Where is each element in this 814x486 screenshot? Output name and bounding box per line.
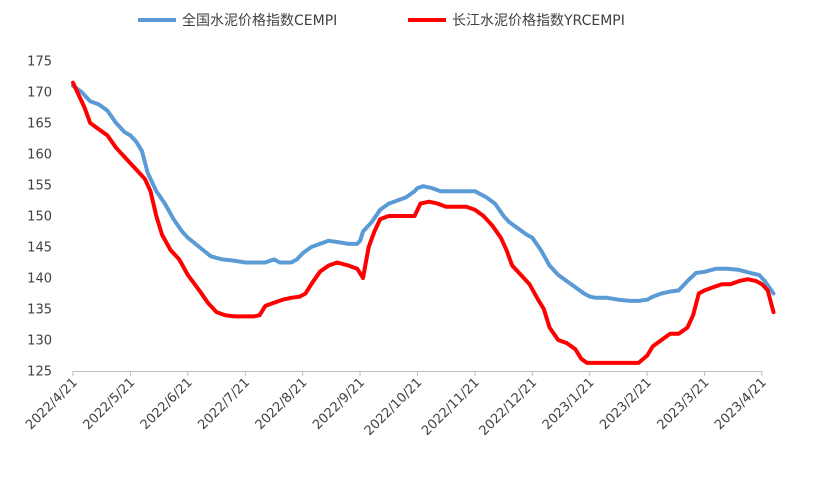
y-axis: 125 130 135 140 145 150 155 160 165 170 175	[27, 55, 52, 380]
x-tick-label: 2022/11/21	[419, 375, 483, 439]
x-axis: 2022/4/21 2022/5/21 2022/6/21 2022/7/21 2022…	[23, 371, 770, 439]
y-tick-label: 170	[27, 86, 52, 101]
x-tick-label: 2022/5/21	[80, 375, 138, 433]
x-tick-label: 2023/1/21	[540, 375, 598, 433]
x-tick-label: 2022/4/21	[23, 375, 81, 433]
x-tick-label: 2022/7/21	[195, 375, 253, 433]
plot-series	[71, 80, 776, 365]
legend: 全国水泥价格指数CEMPI 长江水泥价格指数YRCEMPI	[138, 12, 625, 29]
x-tick-label: 2022/10/21	[362, 375, 426, 439]
series-line-2	[71, 80, 776, 365]
x-tick-label: 2022/9/21	[310, 375, 368, 433]
x-tick-label: 2023/2/21	[597, 375, 655, 433]
legend-label-1: 全国水泥价格指数CEMPI	[182, 12, 337, 29]
y-tick-label: 140	[27, 272, 52, 287]
y-tick-label: 165	[27, 117, 52, 132]
series-line-1	[71, 83, 776, 303]
y-tick-label: 135	[27, 303, 52, 318]
y-tick-label: 150	[27, 210, 52, 225]
y-tick-label: 155	[27, 179, 52, 194]
legend-label-2: 长江水泥价格指数YRCEMPI	[452, 13, 625, 29]
x-tick-label: 2023/3/21	[655, 375, 713, 433]
y-tick-label: 130	[27, 334, 52, 349]
x-tick-label: 2022/6/21	[138, 375, 196, 433]
y-tick-label: 160	[27, 148, 52, 163]
y-tick-label: 175	[27, 55, 52, 70]
y-tick-label: 145	[27, 241, 52, 256]
x-tick-label: 2022/8/21	[253, 375, 311, 433]
x-tick-label: 2023/4/21	[712, 375, 770, 433]
y-tick-label: 125	[27, 365, 52, 380]
x-tick-label: 2022/12/21	[477, 375, 541, 439]
